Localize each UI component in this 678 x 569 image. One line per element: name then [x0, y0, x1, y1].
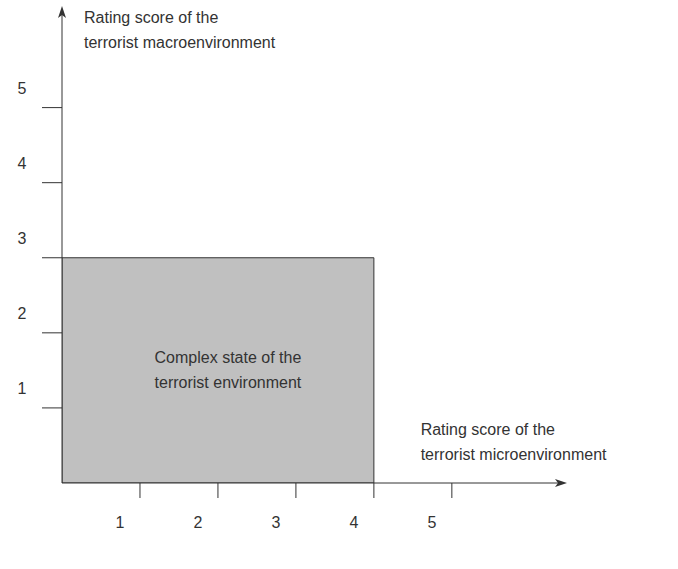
html-text:Rating score of the: Rating score of the — [84, 9, 219, 26]
html-text:Rating score of the: Rating score of the — [420, 421, 555, 438]
svg-text:2: 2 — [193, 514, 202, 531]
svg-text:4: 4 — [18, 155, 27, 172]
html-text:Complex state of the: Complex state of the — [154, 349, 302, 367]
svg-text:1: 1 — [18, 380, 27, 397]
svg-text:1: 1 — [116, 514, 125, 531]
svg-text:5: 5 — [427, 514, 436, 531]
svg-text:3: 3 — [18, 230, 27, 247]
html-text:terrorist environment: terrorist environment — [154, 374, 302, 392]
svg-text:3: 3 — [271, 514, 280, 531]
html-text:terrorist microenvironment: terrorist microenvironment — [420, 446, 607, 463]
svg-text:2: 2 — [18, 305, 27, 322]
svg-text:4: 4 — [349, 514, 358, 531]
svg-text:5: 5 — [18, 80, 27, 97]
html-text:terrorist macroenvironment: terrorist macroenvironment — [84, 34, 276, 51]
